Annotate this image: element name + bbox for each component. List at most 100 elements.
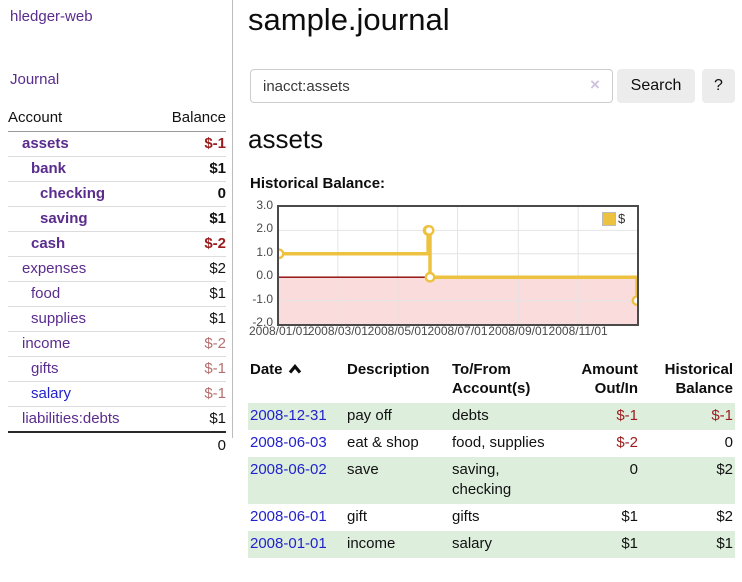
chart-y-tick-label: 3.0 — [256, 198, 273, 212]
account-row-liabilities-debts: liabilities:debts $1 — [8, 406, 226, 433]
register-date-link[interactable]: 2008-06-02 — [250, 461, 327, 478]
register-amount: $-1 — [616, 407, 638, 424]
register-col-amount-out-in[interactable]: Amount Out/In — [554, 359, 640, 403]
account-link[interactable]: supplies — [31, 310, 87, 327]
account-row-food: food $1 — [8, 281, 226, 307]
register-date-link[interactable]: 2008-06-01 — [250, 508, 327, 525]
chart-title: Historical Balance: — [250, 175, 386, 192]
register-balance: $2 — [716, 508, 733, 525]
account-row-checking: checking 0 — [8, 181, 226, 207]
chart-x-tick-label: 2008/01/01 — [248, 324, 310, 338]
account-row-expenses: expenses $2 — [8, 256, 226, 282]
register-row: 2008-12-31 pay off debts $-1 $-1 — [248, 403, 735, 430]
account-balance: $1 — [209, 210, 226, 227]
register-col-label: Description — [347, 361, 430, 378]
register-date-link[interactable]: 2008-06-03 — [250, 434, 327, 451]
chart-x-tick-label: 2008/03/01 — [307, 324, 368, 338]
accounts-table: Account Balance assets $-1 bank $1 check… — [8, 105, 226, 458]
register-balance: 0 — [724, 434, 733, 451]
account-link[interactable]: food — [31, 285, 61, 302]
register-amount: $1 — [621, 508, 638, 525]
chart-x-tick-label: 2008/11/01 — [548, 324, 608, 338]
account-heading: assets — [248, 124, 324, 154]
chart-y-tick-label: -2.0 — [252, 315, 273, 329]
accounts-col-account: Account — [8, 105, 155, 132]
register-col-label: To/From Account(s) — [452, 361, 531, 397]
chart-y-tick-label: -1.0 — [252, 291, 273, 306]
chart-y-tick-label: 1.0 — [256, 244, 273, 259]
nav-journal-link[interactable]: Journal — [10, 71, 60, 88]
chart-legend: $ — [601, 210, 627, 227]
register-col-date[interactable]: Date — [248, 359, 345, 403]
account-balance: $1 — [209, 410, 226, 427]
sidebar: hledger-web Journal Account Balance asse… — [0, 0, 233, 454]
account-link[interactable]: income — [22, 335, 71, 352]
help-button[interactable]: ? — [702, 69, 735, 103]
register-col-historical-balance[interactable]: Historical Balance — [640, 359, 735, 403]
register-date-link[interactable]: 2008-01-01 — [250, 535, 327, 552]
account-row-assets: assets $-1 — [8, 131, 226, 157]
register-header-row: Date Description To/From Account(s) Amount … — [248, 359, 735, 403]
search-bar: × Search ? — [250, 69, 742, 103]
historical-balance-chart: 3.0 2.0 1.0 0.0 -1.0 -2.0 2008/01/01 2008/03/0… — [248, 198, 690, 342]
register-description: save — [347, 461, 379, 478]
register-col-to-from-account-s-[interactable]: To/From Account(s) — [450, 359, 554, 403]
accounts-header-row: Account Balance — [8, 105, 226, 132]
account-row-supplies: supplies $1 — [8, 306, 226, 332]
brand-link[interactable]: hledger-web — [10, 8, 93, 25]
chart-x-tick-label: 2008/09/01 — [488, 324, 549, 338]
register-balance: $2 — [716, 461, 733, 478]
register-accounts: gifts — [452, 508, 480, 525]
chart-svg — [279, 207, 637, 324]
account-link[interactable]: salary — [31, 385, 72, 402]
chart-x-tick-label: 2008/05/01 — [367, 324, 428, 338]
register-row: 2008-01-01 income salary $1 $1 — [248, 531, 735, 558]
account-link[interactable]: gifts — [31, 360, 59, 377]
search-input[interactable] — [250, 69, 613, 103]
main-content: sample.journal × Search ? assets Histori… — [248, 0, 742, 582]
register-description: gift — [347, 508, 368, 525]
chart-y-tick-label: 0.0 — [256, 268, 273, 283]
accounts-col-balance: Balance — [154, 105, 226, 132]
account-link[interactable]: saving — [40, 210, 88, 227]
account-row-salary: salary $-1 — [8, 381, 226, 407]
account-balance: $1 — [209, 160, 226, 177]
account-balance: $2 — [209, 260, 226, 277]
account-balance: $-1 — [204, 385, 226, 402]
register-accounts: food, supplies — [452, 434, 545, 451]
register-col-label: Historical Balance — [664, 361, 733, 397]
account-link[interactable]: liabilities:debts — [22, 410, 120, 427]
register-col-label: Date — [250, 361, 283, 378]
register-balance: $1 — [716, 535, 733, 552]
account-balance: $1 — [209, 285, 226, 302]
account-row-saving: saving $1 — [8, 206, 226, 232]
account-balance: $-2 — [204, 235, 226, 252]
clear-search-icon[interactable]: × — [590, 75, 600, 94]
register-amount: $-2 — [616, 434, 638, 451]
accounts-total-row: 0 — [8, 432, 226, 458]
register-table: Date Description To/From Account(s) Amount … — [248, 359, 735, 558]
register-col-description[interactable]: Description — [345, 359, 450, 403]
legend-swatch-icon — [602, 211, 616, 226]
chart-y-tick-label: 2.0 — [256, 221, 273, 236]
search-button[interactable]: Search — [617, 69, 695, 103]
account-link[interactable]: checking — [40, 185, 106, 202]
account-row-gifts: gifts $-1 — [8, 356, 226, 382]
account-link[interactable]: cash — [31, 235, 66, 252]
account-balance: $-1 — [204, 360, 226, 377]
register-accounts: debts — [452, 407, 489, 424]
register-balance: $-1 — [711, 407, 733, 424]
account-link[interactable]: bank — [31, 160, 67, 177]
register-description: pay off — [347, 407, 392, 424]
page-title: sample.journal — [248, 2, 450, 37]
account-link[interactable]: expenses — [22, 260, 87, 277]
register-col-label: Amount Out/In — [581, 361, 638, 397]
register-description: income — [347, 535, 396, 552]
account-balance: $-2 — [204, 335, 226, 352]
account-link[interactable]: assets — [22, 135, 69, 152]
register-row: 2008-06-03 eat & shop food, supplies $-2… — [248, 430, 735, 457]
register-date-link[interactable]: 2008-12-31 — [250, 407, 327, 424]
sort-asc-chevron-icon — [288, 364, 301, 374]
register-row: 2008-06-02 save saving, checking 0 $2 — [248, 457, 735, 504]
